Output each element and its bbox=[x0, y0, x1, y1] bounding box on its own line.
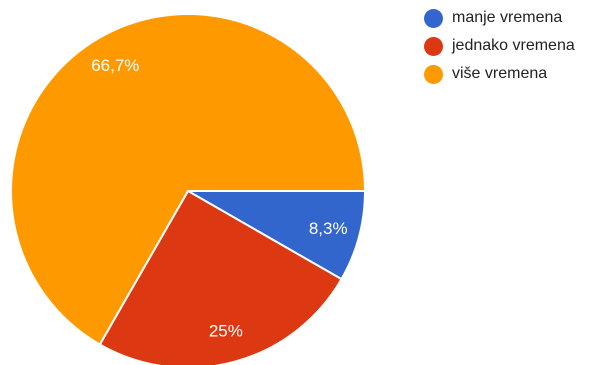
pie-slice-labels: 8,3% 25% 66,7% bbox=[91, 56, 347, 341]
legend-label: jednako vremena bbox=[452, 37, 575, 54]
legend-item-1[interactable]: manje vremena bbox=[424, 8, 575, 28]
legend-swatch-icon bbox=[424, 36, 443, 56]
legend-label: manje vremena bbox=[452, 9, 563, 26]
pie-slice-2[interactable] bbox=[98, 190, 343, 365]
legend-swatch-icon bbox=[424, 8, 443, 28]
legend-item-3[interactable]: više vremena bbox=[424, 64, 575, 84]
legend-swatch-icon bbox=[424, 64, 443, 84]
pie-slices bbox=[10, 13, 366, 365]
legend-label: više vremena bbox=[452, 65, 548, 82]
pie-slice-label-3: 66,7% bbox=[91, 56, 139, 75]
pie-slice-3[interactable] bbox=[10, 13, 366, 346]
pie-slice-label-1: 8,3% bbox=[309, 219, 348, 238]
pie-slice-1[interactable] bbox=[187, 190, 366, 281]
pie-slice-label-2: 25% bbox=[209, 322, 243, 341]
legend-item-2[interactable]: jednako vremena bbox=[424, 36, 575, 56]
chart-legend: manje vremena jednako vremena više vremena bbox=[424, 8, 575, 92]
